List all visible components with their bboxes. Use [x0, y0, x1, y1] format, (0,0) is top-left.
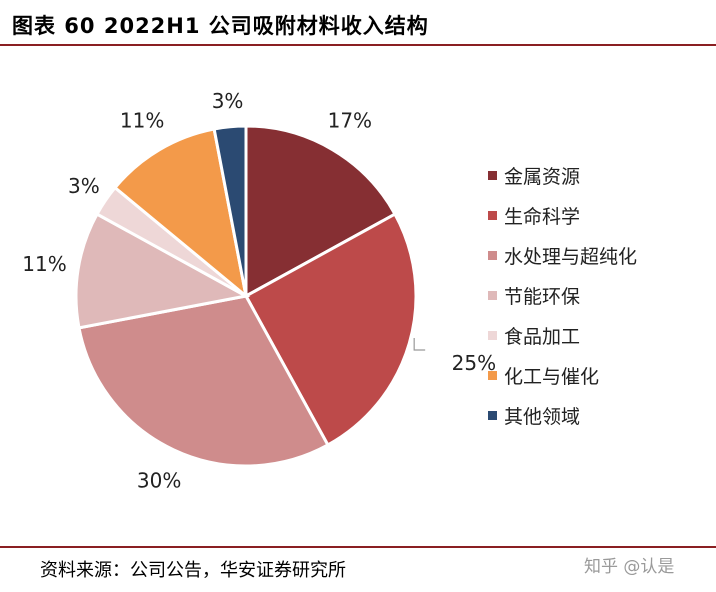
pie-slice — [243, 212, 418, 448]
pie-slice — [244, 124, 398, 299]
chart-title: 图表 60 2022H1 公司吸附材料收入结构 — [12, 14, 429, 38]
data-label: 11% — [22, 252, 66, 276]
data-label: 30% — [137, 469, 181, 493]
legend-label: 节能环保 — [504, 286, 580, 308]
footer-divider — [0, 546, 716, 548]
legend-swatch — [488, 211, 497, 220]
pie-slice — [74, 212, 251, 330]
legend-swatch — [488, 331, 497, 340]
legend-swatch — [488, 171, 497, 180]
data-labels: 17% 25% 30% 11% 3% 11% 3% — [22, 89, 496, 493]
label-leaders — [413, 337, 426, 351]
legend-swatch — [488, 291, 497, 300]
data-label: 3% — [68, 174, 100, 198]
pie-slice — [112, 127, 249, 300]
legend-label: 食品加工 — [504, 326, 580, 348]
leader-line — [413, 337, 426, 351]
data-label: 3% — [212, 89, 244, 113]
watermark: 知乎 @认是 — [584, 557, 675, 577]
legend-label: 其他领域 — [504, 406, 580, 428]
legend-label: 生命科学 — [504, 206, 580, 228]
legend-label: 金属资源 — [504, 166, 580, 188]
pie-slice — [212, 124, 248, 297]
data-label: 17% — [328, 108, 372, 132]
source-note: 资料来源：公司公告，华安证券研究所 — [40, 560, 346, 581]
legend-swatch — [488, 251, 497, 260]
pie-slice — [77, 294, 330, 468]
legend-swatch — [488, 371, 497, 380]
legend-swatch — [488, 411, 497, 420]
legend-label: 化工与催化 — [504, 366, 599, 388]
legend-label: 水处理与超纯化 — [504, 246, 637, 268]
pie-slices — [74, 124, 418, 468]
pie-chart: 17% 25% 30% 11% 3% 11% 3% 金属资源生命科学水处理与超纯化节能环保食… — [22, 89, 637, 493]
data-label: 25% — [452, 351, 496, 375]
title-bar: 图表 60 2022H1 公司吸附材料收入结构 — [0, 0, 716, 46]
data-label: 11% — [120, 108, 164, 132]
